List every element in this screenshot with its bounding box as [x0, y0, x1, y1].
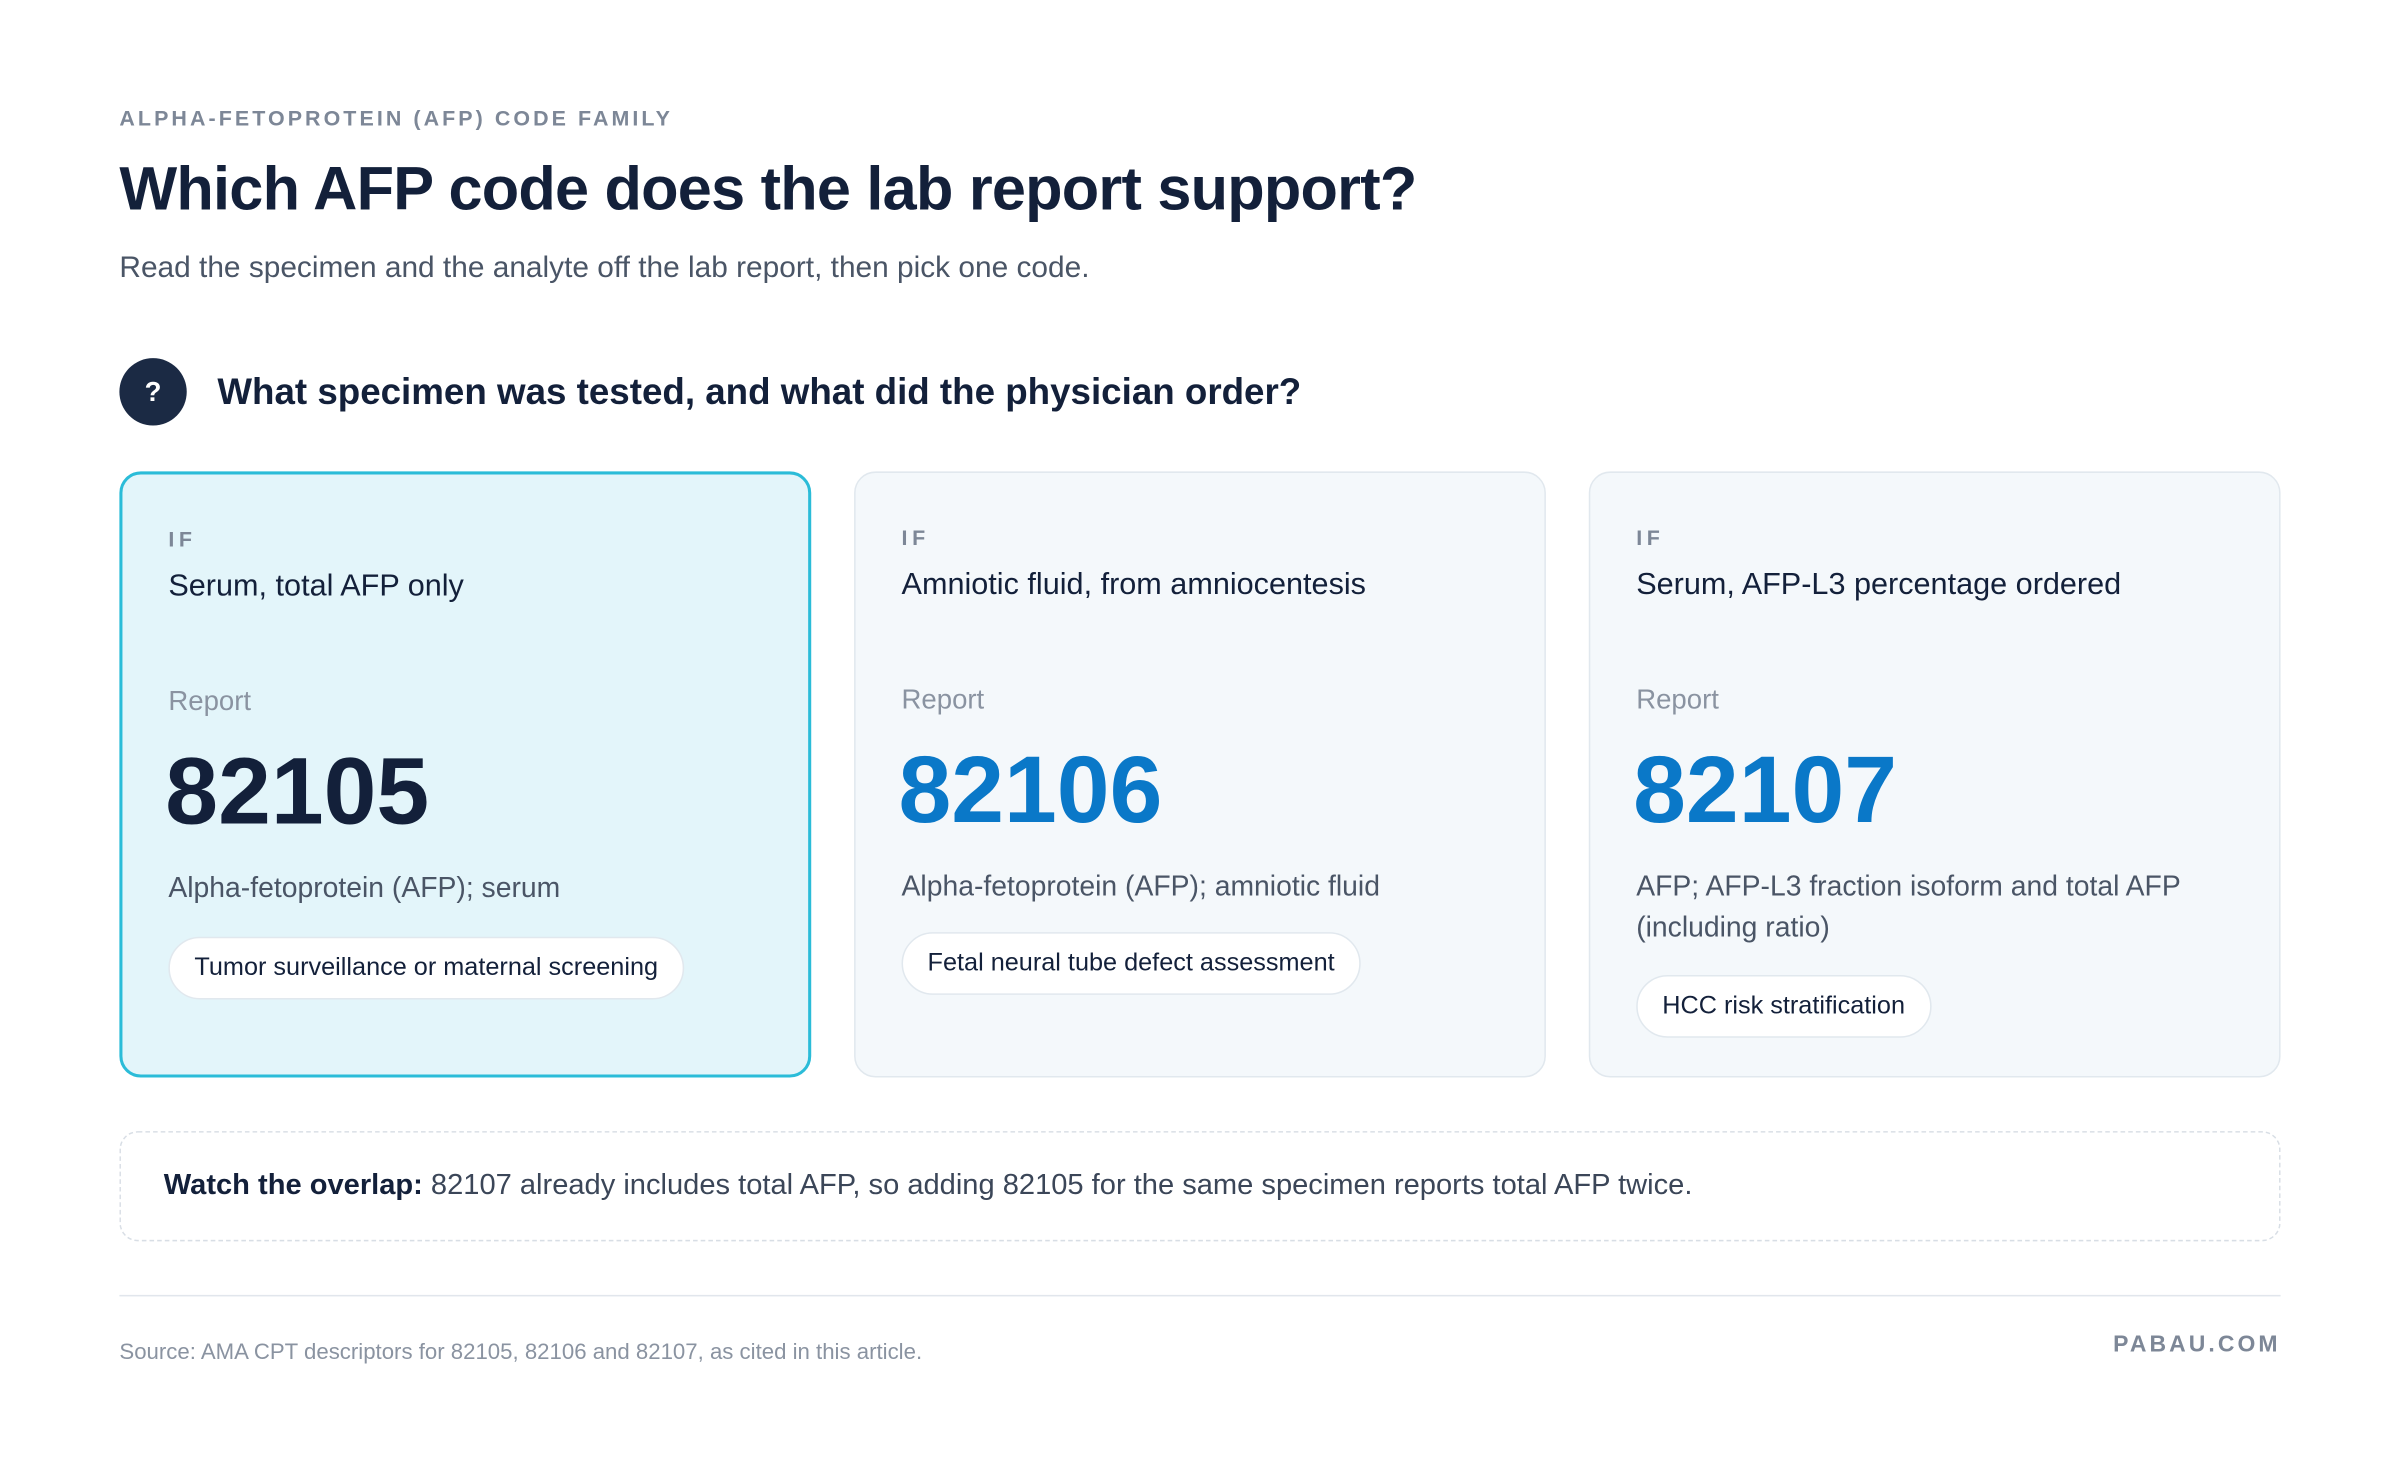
- description: Alpha-fetoprotein (AFP); serum: [168, 870, 561, 904]
- question-icon: ?: [119, 358, 187, 426]
- code-card[interactable]: IF Serum, AFP-L3 percentage ordered Report…: [1588, 471, 2281, 1078]
- report-label: Report: [168, 685, 252, 717]
- description: AFP; AFP-L3 fraction isoform and total A…: [1636, 869, 2181, 943]
- condition: Serum, AFP-L3 percentage ordered: [1636, 567, 2122, 602]
- note-text: 82107 already includes total AFP, so add…: [430, 1169, 1693, 1202]
- code: 82105: [165, 739, 430, 845]
- source: Source: AMA CPT descriptors for 82105, 8…: [119, 1340, 923, 1366]
- subtitle: Read the specimen and the analyte off th…: [119, 251, 1090, 285]
- if-label: IF: [901, 524, 930, 550]
- report-label: Report: [901, 684, 985, 715]
- divider: [119, 1294, 2281, 1297]
- condition: Serum, total AFP only: [168, 569, 464, 604]
- tag: Fetal neural tube defect assessment: [901, 932, 1361, 995]
- code: 82107: [1633, 737, 1898, 844]
- tag: HCC risk stratification: [1636, 974, 1932, 1038]
- description: Alpha-fetoprotein (AFP); amniotic fluid: [901, 869, 1380, 902]
- report-label: Report: [1636, 684, 1719, 715]
- if-label: IF: [168, 526, 197, 552]
- code: 82106: [898, 737, 1163, 844]
- note-label: Watch the overlap:: [163, 1169, 423, 1202]
- code-card[interactable]: IF Amniotic fluid, from amniocentesis Repo…: [854, 471, 1546, 1078]
- title: Which AFP code does the lab report suppo…: [119, 156, 1417, 224]
- tag: Tumor surveillance or maternal screening: [168, 936, 685, 1000]
- condition: Amniotic fluid, from amniocentesis: [901, 567, 1366, 602]
- if-label: IF: [1636, 524, 1665, 550]
- note: Watch the overlap: 82107 already include…: [119, 1131, 2281, 1242]
- question-text: What specimen was tested, and what did t…: [217, 371, 1302, 414]
- code-card[interactable]: IF Serum, total AFP only Report 82105 Alpha-…: [119, 471, 812, 1078]
- eyebrow: ALPHA-FETOPROTEIN (AFP) CODE FAMILY: [119, 105, 673, 131]
- brand: PABAU.COM: [2113, 1331, 2281, 1358]
